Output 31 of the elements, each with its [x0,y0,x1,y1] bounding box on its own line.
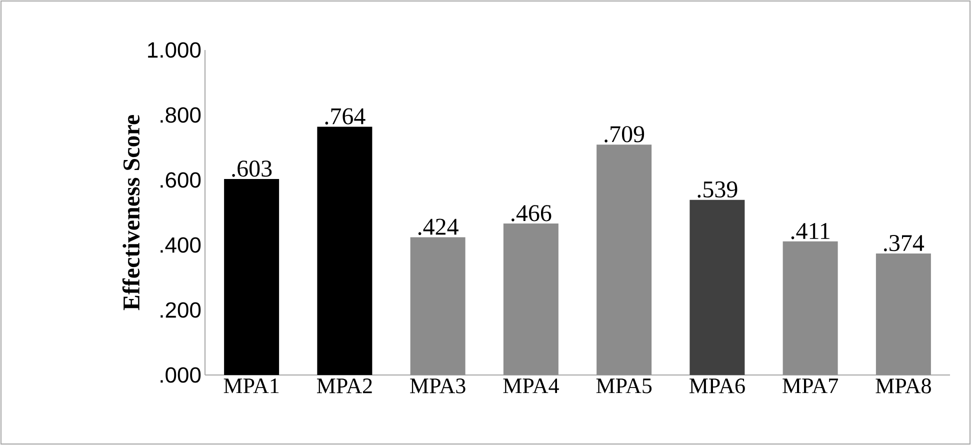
data-label: .424 [418,218,458,236]
bar [317,126,372,375]
bar [503,224,558,375]
data-label: .374 [884,235,924,252]
bar [690,200,745,375]
x-tick-label: MPA1 [224,378,279,394]
x-tick-label: MPA8 [876,378,931,394]
x-tick-label: MPA4 [503,378,559,394]
data-label: .539 [698,181,738,198]
y-tick-label: 1.000 [148,42,201,58]
bar [782,241,838,375]
data-label: .709 [604,126,644,142]
y-tick-label: .200 [160,302,201,318]
y-tick-label: .000 [160,367,201,383]
y-tick-label: .600 [160,172,201,188]
data-label: .764 [325,108,366,125]
x-tick-label: MPA5 [596,378,652,394]
data-label: .411 [791,223,830,240]
bar [224,179,280,375]
data-label: .603 [232,160,272,177]
x-tick-label: MPA2 [316,378,372,394]
x-tick-label: MPA7 [782,378,838,394]
y-tick-label: .400 [160,237,201,253]
x-tick-label: MPA3 [410,378,466,394]
x-tick-label: MPA6 [689,378,745,394]
bar [876,253,931,375]
y-axis-title: Effectiveness Score [122,115,140,310]
data-label: .466 [512,205,552,222]
bar [596,144,652,375]
y-tick-label: .800 [160,107,201,123]
bar [410,237,466,375]
